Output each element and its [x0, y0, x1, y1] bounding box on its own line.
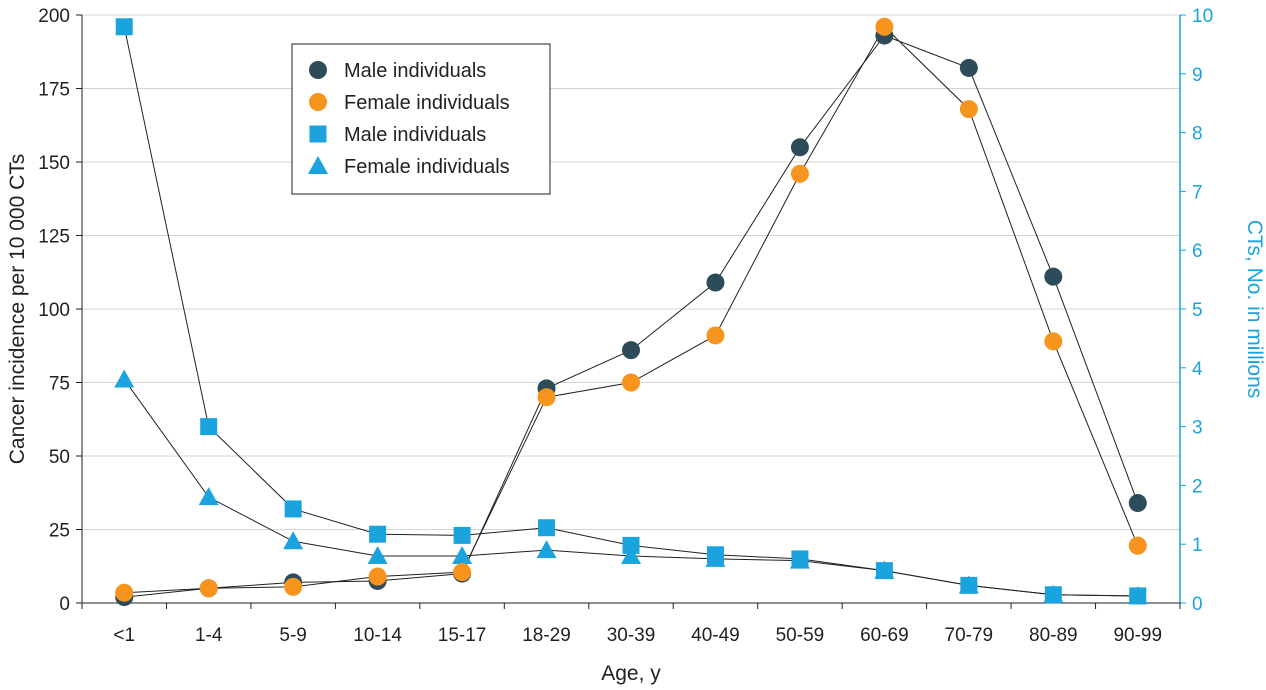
x-tick-label: 90-99 [1113, 625, 1162, 646]
series-line [123, 26, 1138, 597]
circle-point [790, 138, 809, 157]
series-line [124, 25, 1139, 594]
triangle-point [958, 575, 979, 594]
legend-marker [309, 93, 327, 111]
square-point [115, 18, 133, 36]
x-tick-label: 40-49 [691, 625, 740, 646]
x-tick-label: 50-59 [776, 625, 825, 646]
circle-point [115, 583, 134, 602]
x-tick-label: 18-29 [522, 625, 571, 646]
square-point [200, 418, 218, 436]
triangle-point [198, 487, 219, 506]
series-line [124, 34, 1139, 598]
x-tick-label: 10-14 [353, 625, 402, 646]
x-tick-label: 80-89 [1029, 625, 1078, 646]
right-y-tick-label: 4 [1192, 359, 1203, 380]
right-y-tick-label: 0 [1192, 594, 1203, 615]
triangle-point [1043, 584, 1064, 603]
square-point [369, 525, 387, 543]
triangle-point [367, 545, 388, 564]
right-y-tick-label: 2 [1192, 476, 1203, 497]
grid-lines [82, 14, 1180, 530]
triangle-point [536, 540, 557, 559]
legend-frame [291, 43, 551, 195]
left-y-tick-label: 50 [49, 447, 70, 468]
circle-point [1128, 536, 1147, 555]
circle-point [875, 17, 894, 36]
x-tick-label: 5-9 [279, 625, 306, 646]
series-group [114, 17, 1148, 607]
triangle-point [1127, 585, 1148, 604]
right-y-tick-label: 10 [1192, 6, 1213, 27]
circle-point [453, 563, 472, 582]
left-y-tick-label: 125 [38, 227, 70, 248]
axes: 0 25 50 75 100 125 150 175 200 0 1 2 3 4 5 6 7 8 9 10 <1 1-4 5… [38, 6, 1213, 646]
square-point [622, 536, 640, 554]
legend-marker [309, 61, 327, 79]
circle-point [959, 58, 978, 77]
left-y-tick-label: 100 [38, 300, 70, 321]
legend-label: Male individuals [344, 60, 486, 82]
square-point [284, 500, 302, 518]
right-y-tick-label: 6 [1192, 241, 1203, 262]
x-tick-label: <1 [113, 625, 135, 646]
circle-point [790, 164, 809, 183]
x-tick-label: 1-4 [195, 625, 223, 646]
circle-point [959, 100, 978, 119]
left-y-tick-label: 25 [49, 521, 70, 542]
legend-label: Female individuals [344, 156, 510, 178]
circle-point [706, 273, 725, 292]
circle-point [622, 341, 640, 360]
left-y-tick-label: 0 [59, 594, 70, 615]
left-y-tick-label: 200 [38, 6, 70, 27]
square-point [453, 526, 471, 544]
triangle-point [114, 369, 135, 388]
triangle-point [283, 531, 304, 550]
right-y-axis-title: CTs, No. in millions [1243, 220, 1266, 399]
x-tick-label: 60-69 [860, 625, 909, 646]
legend-marker [308, 156, 328, 174]
legend: Male individuals Female individuals Male i… [291, 43, 551, 195]
right-y-tick-label: 9 [1192, 65, 1203, 86]
circle-point [1128, 494, 1147, 513]
right-y-tick-label: 1 [1192, 535, 1203, 556]
right-y-tick-label: 8 [1192, 124, 1203, 145]
triangle-point [452, 545, 473, 564]
x-tick-label: 15-17 [438, 625, 487, 646]
legend-label: Male individuals [344, 124, 486, 146]
circle-point [537, 388, 556, 407]
triangle-point [789, 550, 810, 569]
triangle-point [874, 560, 895, 579]
right-y-tick-label: 3 [1192, 418, 1203, 439]
triangle-point [705, 548, 726, 567]
left-y-axis-title: Cancer incidence per 10 000 CTs [6, 154, 29, 465]
left-y-tick-label: 150 [38, 153, 70, 174]
circle-point [368, 567, 387, 586]
x-tick-label: 70-79 [945, 625, 994, 646]
circle-point [622, 373, 640, 392]
circle-point [1044, 332, 1063, 351]
circle-point [284, 577, 303, 596]
legend-label: Female individuals [344, 92, 510, 114]
legend-marker [309, 125, 327, 143]
x-axis-title: Age, y [601, 662, 661, 685]
circle-point [199, 579, 218, 598]
circle-point [706, 326, 725, 345]
right-y-tick-label: 7 [1192, 182, 1203, 203]
triangle-point [621, 545, 641, 564]
circle-point [1044, 267, 1063, 286]
square-point [538, 519, 556, 537]
right-y-tick-label: 5 [1192, 300, 1203, 321]
left-y-tick-label: 75 [49, 374, 70, 395]
x-tick-label: 30-39 [607, 625, 656, 646]
left-y-tick-label: 175 [38, 80, 70, 101]
